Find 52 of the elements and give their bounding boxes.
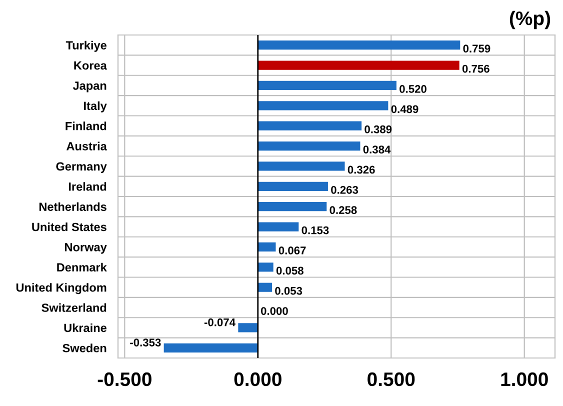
bar bbox=[164, 343, 258, 352]
x-tick-label: 0.000 bbox=[234, 372, 282, 386]
data-label: 0.489 bbox=[391, 105, 418, 114]
bar bbox=[238, 323, 258, 332]
data-label: 0.520 bbox=[400, 85, 426, 93]
y-tick-label: Korea bbox=[74, 61, 107, 70]
y-tick-label: Norway bbox=[65, 243, 107, 254]
y-tick-label: Netherlands bbox=[39, 202, 106, 211]
y-tick-label: Turkiye bbox=[66, 40, 106, 52]
data-label: -0.074 bbox=[204, 318, 236, 326]
bar bbox=[258, 182, 328, 191]
data-label: 0.389 bbox=[364, 125, 392, 134]
data-label: 0.153 bbox=[302, 226, 329, 234]
data-label: 0.000 bbox=[260, 307, 288, 315]
bar bbox=[258, 162, 345, 171]
data-label: 0.384 bbox=[363, 146, 391, 154]
bar bbox=[258, 40, 460, 50]
data-label: 0.058 bbox=[276, 266, 304, 275]
data-label: 0.263 bbox=[331, 186, 358, 194]
y-tick-label: Germany bbox=[56, 162, 107, 173]
bar bbox=[258, 262, 274, 272]
bar bbox=[258, 222, 299, 232]
data-label: 0.067 bbox=[278, 246, 306, 254]
y-tick-label: Denmark bbox=[57, 262, 107, 272]
data-label: 0.759 bbox=[463, 44, 490, 53]
data-label: 0.756 bbox=[462, 64, 490, 73]
y-tick-label: Sweden bbox=[62, 344, 106, 352]
x-tick-label: -0.500 bbox=[98, 372, 152, 386]
data-label: 0.326 bbox=[348, 166, 375, 174]
bar bbox=[258, 101, 388, 110]
y-tick-label: Italy bbox=[84, 101, 107, 112]
bar bbox=[258, 80, 396, 90]
y-tick-label: Ireland bbox=[68, 182, 106, 191]
chart-title: (%p) bbox=[510, 10, 550, 30]
y-tick-label: Switzerland bbox=[42, 303, 106, 312]
y-tick-label: Finland bbox=[66, 122, 106, 130]
data-label: 0.053 bbox=[275, 286, 302, 295]
y-tick-label: United States bbox=[32, 222, 106, 232]
x-tick-label: 0.500 bbox=[368, 372, 415, 386]
data-label: -0.353 bbox=[130, 338, 161, 346]
bar bbox=[258, 121, 362, 130]
y-tick-label: United Kingdom bbox=[16, 283, 106, 294]
bar bbox=[258, 141, 360, 151]
y-tick-label: Austria bbox=[66, 142, 107, 150]
y-tick-label: Ukraine bbox=[64, 323, 106, 332]
bar bbox=[258, 60, 460, 70]
x-tick-label: 1.000 bbox=[501, 372, 548, 386]
bar bbox=[258, 282, 272, 292]
bar bbox=[258, 242, 276, 252]
data-label: 0.258 bbox=[330, 206, 357, 214]
y-tick-label: Japan bbox=[72, 82, 106, 92]
bar bbox=[258, 202, 327, 212]
